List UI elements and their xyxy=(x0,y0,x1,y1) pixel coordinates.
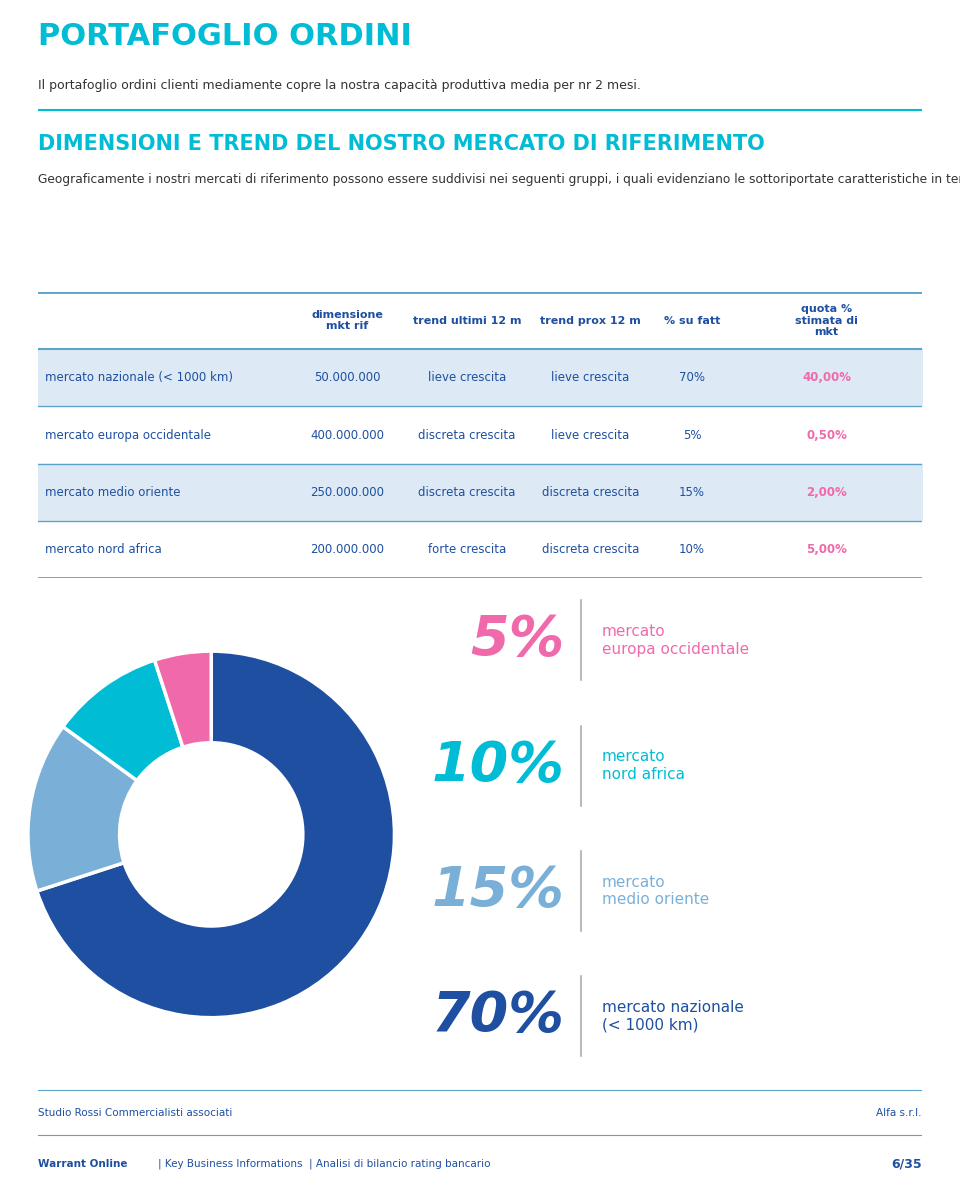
Text: Warrant Online: Warrant Online xyxy=(38,1159,128,1168)
Text: discreta crescita: discreta crescita xyxy=(418,486,516,498)
Text: dimensione
mkt rif: dimensione mkt rif xyxy=(312,310,383,331)
Text: 5%: 5% xyxy=(470,614,564,668)
Text: 10%: 10% xyxy=(679,544,705,555)
Text: mercato
europa occidentale: mercato europa occidentale xyxy=(602,625,749,657)
Text: 70%: 70% xyxy=(432,989,564,1043)
Wedge shape xyxy=(36,651,395,1018)
Text: 70%: 70% xyxy=(679,372,705,384)
Text: 250.000.000: 250.000.000 xyxy=(310,486,385,498)
Text: trend prox 12 m: trend prox 12 m xyxy=(540,316,640,325)
Text: 15%: 15% xyxy=(679,486,705,498)
Text: 5,00%: 5,00% xyxy=(806,544,847,555)
Text: quota %
stimata di
mkt: quota % stimata di mkt xyxy=(795,304,858,337)
Text: | Key Business Informations  | Analisi di bilancio rating bancario: | Key Business Informations | Analisi di… xyxy=(157,1159,491,1169)
Text: 0,50%: 0,50% xyxy=(806,429,847,441)
Text: 2,00%: 2,00% xyxy=(806,486,847,498)
Text: DIMENSIONI E TREND DEL NOSTRO MERCATO DI RIFERIMENTO: DIMENSIONI E TREND DEL NOSTRO MERCATO DI… xyxy=(38,135,765,155)
Text: Il portafoglio ordini clienti mediamente copre la nostra capacità produttiva med: Il portafoglio ordini clienti mediamente… xyxy=(38,79,641,92)
Text: Studio Rossi Commercialisti associati: Studio Rossi Commercialisti associati xyxy=(38,1109,232,1118)
Text: 6/35: 6/35 xyxy=(891,1157,922,1171)
Text: mercato nord africa: mercato nord africa xyxy=(45,544,162,555)
Text: discreta crescita: discreta crescita xyxy=(418,429,516,441)
Text: mercato europa occidentale: mercato europa occidentale xyxy=(45,429,211,441)
Wedge shape xyxy=(155,651,211,747)
Text: 5%: 5% xyxy=(683,429,701,441)
Wedge shape xyxy=(28,727,137,892)
Text: mercato
medio oriente: mercato medio oriente xyxy=(602,875,709,907)
Text: mercato
nord africa: mercato nord africa xyxy=(602,750,685,782)
Text: discreta crescita: discreta crescita xyxy=(541,544,639,555)
Text: 10%: 10% xyxy=(432,739,564,793)
Text: mercato nazionale (< 1000 km): mercato nazionale (< 1000 km) xyxy=(45,372,233,384)
Text: 50.000.000: 50.000.000 xyxy=(314,372,381,384)
Text: trend ultimi 12 m: trend ultimi 12 m xyxy=(413,316,521,325)
Text: mercato nazionale
(< 1000 km): mercato nazionale (< 1000 km) xyxy=(602,1000,744,1032)
Text: discreta crescita: discreta crescita xyxy=(541,486,639,498)
Text: 15%: 15% xyxy=(432,864,564,918)
Text: lieve crescita: lieve crescita xyxy=(551,372,630,384)
Text: 40,00%: 40,00% xyxy=(803,372,852,384)
Text: 200.000.000: 200.000.000 xyxy=(310,544,385,555)
Text: forte crescita: forte crescita xyxy=(427,544,506,555)
Text: lieve crescita: lieve crescita xyxy=(427,372,506,384)
Text: Geograficamente i nostri mercati di riferimento possono essere suddivisi nei seg: Geograficamente i nostri mercati di rife… xyxy=(38,173,960,186)
Text: 400.000.000: 400.000.000 xyxy=(310,429,385,441)
Text: % su fatt: % su fatt xyxy=(663,316,720,325)
Text: lieve crescita: lieve crescita xyxy=(551,429,630,441)
Text: mercato medio oriente: mercato medio oriente xyxy=(45,486,181,498)
Wedge shape xyxy=(63,660,183,781)
Text: PORTAFOGLIO ORDINI: PORTAFOGLIO ORDINI xyxy=(38,21,412,50)
Text: Alfa s.r.l.: Alfa s.r.l. xyxy=(876,1109,922,1118)
